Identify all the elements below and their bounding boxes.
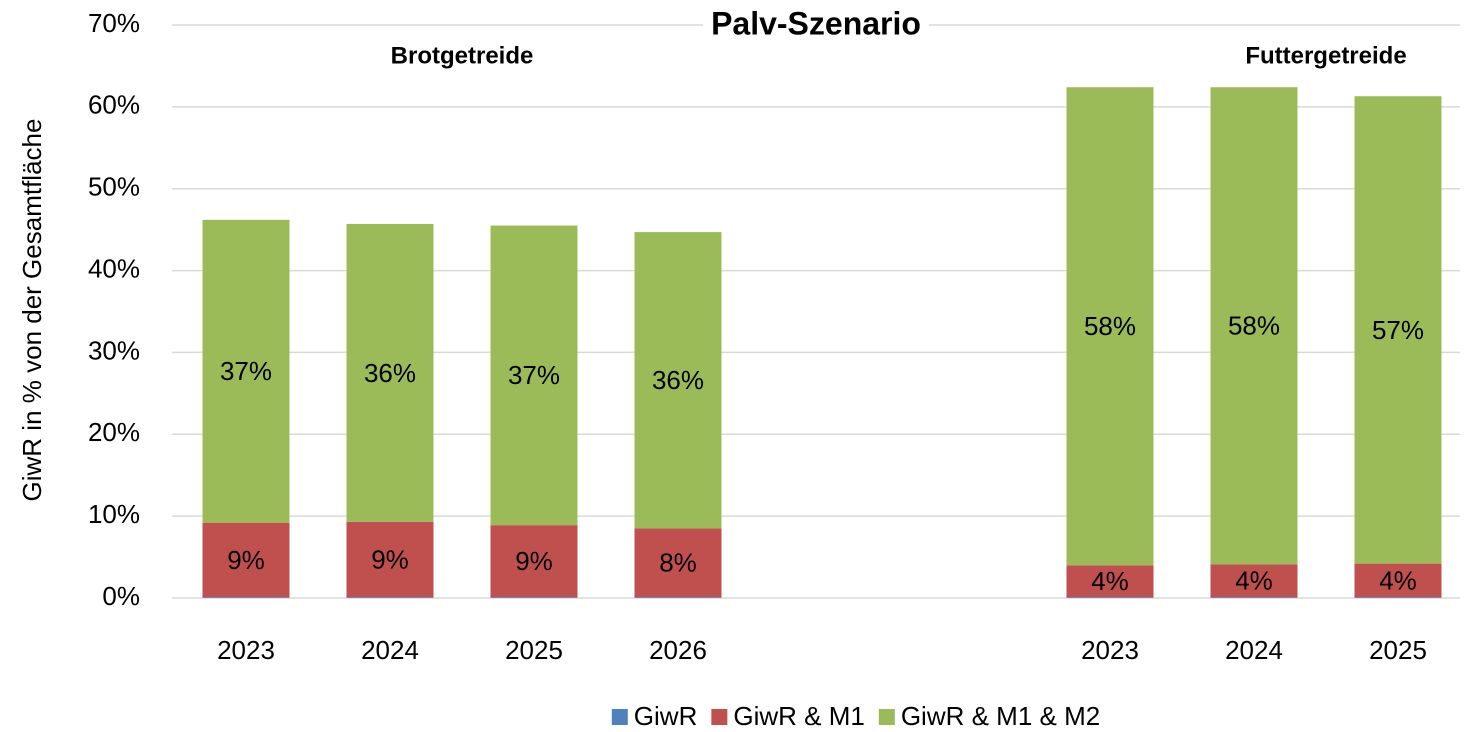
y-tick-label: 50% (88, 172, 140, 202)
legend-swatch (878, 709, 895, 725)
data-label: 58% (1084, 311, 1136, 341)
bar-segment (346, 521, 434, 598)
bar-segment (202, 522, 290, 598)
bar-segment (634, 232, 722, 529)
chart-title: Palv-Szenario (711, 5, 921, 41)
legend: GiwR GiwR & M1 GiwR & M1 & M2 (611, 701, 1100, 731)
x-tick-label: 2023 (1081, 635, 1139, 665)
y-tick-label: 0% (102, 581, 140, 611)
data-label: 4% (1235, 566, 1273, 596)
legend-label: GiwR & M1 & M2 (901, 701, 1100, 731)
bar-segment (490, 597, 578, 598)
data-label: 58% (1228, 311, 1280, 341)
bar-segment (202, 219, 290, 523)
y-tick-label: 20% (88, 417, 140, 447)
legend-swatch (711, 709, 728, 725)
x-tick-label: 2024 (1225, 635, 1283, 665)
bar-segment (1210, 87, 1298, 565)
data-label: 37% (220, 356, 272, 386)
title-background (703, 5, 929, 42)
bar-segment (490, 225, 578, 526)
bar-segment (490, 525, 578, 598)
data-label: 57% (1372, 315, 1424, 345)
bar-segment (202, 597, 290, 598)
bar-segment (634, 528, 722, 598)
bar-segment (1354, 563, 1442, 598)
x-tick-label: 2025 (1369, 635, 1427, 665)
bar-segment (1066, 87, 1154, 566)
legend-label: GiwR (634, 701, 698, 731)
y-tick-label: 10% (88, 499, 140, 529)
bar-segment (346, 223, 434, 522)
bar-segment (1354, 597, 1442, 598)
data-label: 9% (515, 546, 553, 576)
data-label: 4% (1091, 566, 1129, 596)
data-label: 9% (227, 545, 265, 575)
x-tick-label: 2024 (361, 635, 419, 665)
bar-segment (634, 597, 722, 598)
bar-segment (346, 597, 434, 598)
data-label: 9% (371, 544, 409, 574)
bar-segment (1354, 96, 1442, 564)
x-tick-label: 2023 (217, 635, 275, 665)
bar-segment (1066, 565, 1154, 598)
x-tick-label: 2025 (505, 635, 563, 665)
y-axis-label: GiwR in % von der Gesamtfläche (17, 119, 47, 502)
group-label: Futtergetreide (1245, 42, 1406, 69)
y-tick-label: 70% (88, 8, 140, 38)
data-label: 36% (364, 358, 416, 388)
y-tick-label: 60% (88, 90, 140, 120)
y-tick-label: 30% (88, 335, 140, 365)
bar-segment (1210, 597, 1298, 598)
legend-label: GiwR & M1 (733, 701, 864, 731)
data-label: 8% (659, 548, 697, 578)
group-label: Brotgetreide (391, 42, 534, 69)
data-label: 4% (1379, 565, 1417, 595)
data-label: 37% (508, 360, 560, 390)
data-label: 36% (652, 365, 704, 395)
bar-segment (1210, 564, 1298, 598)
legend-swatch (611, 709, 628, 725)
y-tick-label: 40% (88, 253, 140, 283)
x-tick-label: 2026 (649, 635, 707, 665)
bar-segment (1066, 597, 1154, 598)
